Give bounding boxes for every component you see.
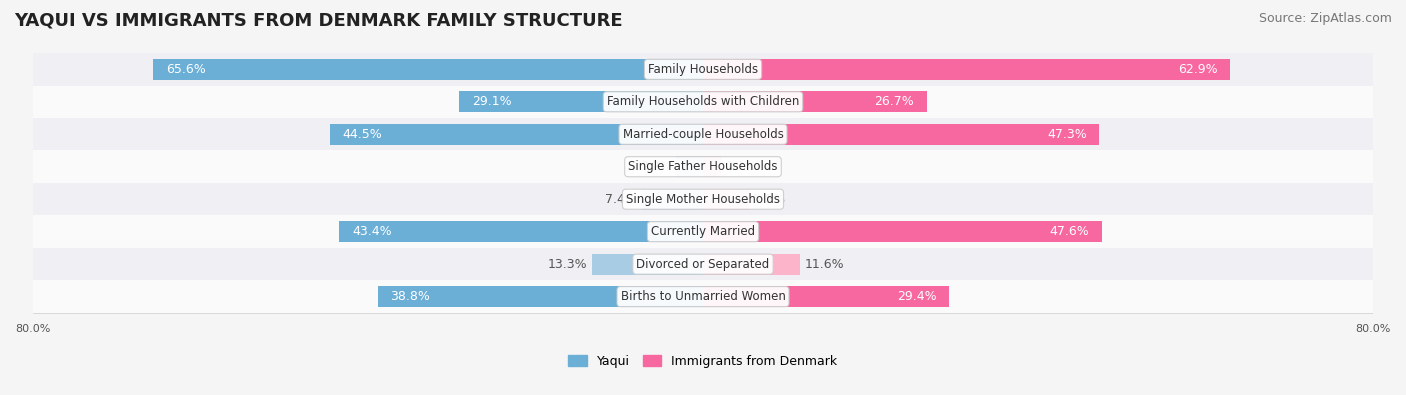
Text: 43.4%: 43.4%: [352, 225, 391, 238]
Text: 3.2%: 3.2%: [640, 160, 672, 173]
Bar: [32, 118, 1374, 150]
Text: 65.6%: 65.6%: [166, 63, 205, 76]
Bar: [339, 221, 703, 242]
Text: Single Father Households: Single Father Households: [628, 160, 778, 173]
Bar: [703, 189, 749, 210]
Text: Married-couple Households: Married-couple Households: [623, 128, 783, 141]
Text: Source: ZipAtlas.com: Source: ZipAtlas.com: [1258, 12, 1392, 25]
Text: 62.9%: 62.9%: [1178, 63, 1218, 76]
Text: 47.6%: 47.6%: [1049, 225, 1090, 238]
Bar: [676, 156, 703, 177]
Bar: [703, 254, 800, 275]
Text: 29.4%: 29.4%: [897, 290, 936, 303]
Text: Births to Unmarried Women: Births to Unmarried Women: [620, 290, 786, 303]
Bar: [32, 86, 1374, 118]
Bar: [592, 254, 703, 275]
Bar: [703, 91, 927, 112]
Bar: [153, 59, 703, 80]
Bar: [378, 286, 703, 307]
Text: 38.8%: 38.8%: [391, 290, 430, 303]
Text: Family Households with Children: Family Households with Children: [607, 95, 799, 108]
Bar: [32, 183, 1374, 215]
Text: Currently Married: Currently Married: [651, 225, 755, 238]
Bar: [32, 150, 1374, 183]
Text: Divorced or Separated: Divorced or Separated: [637, 258, 769, 271]
Bar: [32, 248, 1374, 280]
Bar: [460, 91, 703, 112]
Text: Single Mother Households: Single Mother Households: [626, 193, 780, 206]
Bar: [330, 124, 703, 145]
Text: 29.1%: 29.1%: [472, 95, 512, 108]
Text: 13.3%: 13.3%: [548, 258, 588, 271]
Text: 2.1%: 2.1%: [724, 160, 756, 173]
Text: 5.5%: 5.5%: [754, 193, 786, 206]
Bar: [641, 189, 703, 210]
Text: 7.4%: 7.4%: [605, 193, 637, 206]
Bar: [703, 221, 1102, 242]
Bar: [32, 280, 1374, 313]
Bar: [703, 156, 721, 177]
Text: 44.5%: 44.5%: [343, 128, 382, 141]
Bar: [703, 286, 949, 307]
Text: 47.3%: 47.3%: [1047, 128, 1087, 141]
Bar: [703, 124, 1099, 145]
Bar: [32, 53, 1374, 86]
Text: YAQUI VS IMMIGRANTS FROM DENMARK FAMILY STRUCTURE: YAQUI VS IMMIGRANTS FROM DENMARK FAMILY …: [14, 12, 623, 30]
Legend: Yaqui, Immigrants from Denmark: Yaqui, Immigrants from Denmark: [564, 350, 842, 373]
Bar: [32, 215, 1374, 248]
Text: 26.7%: 26.7%: [875, 95, 914, 108]
Text: Family Households: Family Households: [648, 63, 758, 76]
Bar: [703, 59, 1230, 80]
Text: 11.6%: 11.6%: [804, 258, 844, 271]
